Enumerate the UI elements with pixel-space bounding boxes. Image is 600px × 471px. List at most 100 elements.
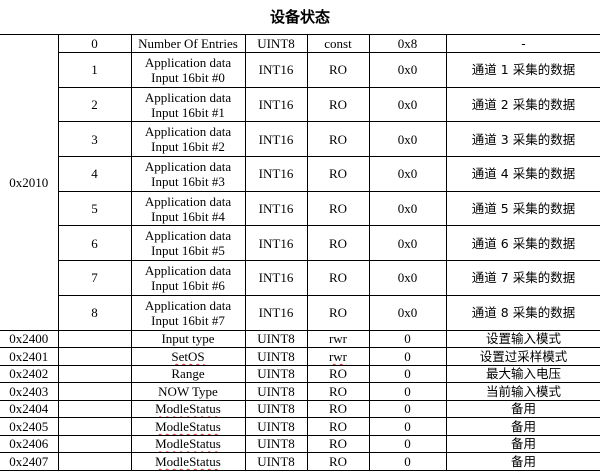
table-row: 7 Application data Input 16bit #6 INT16 RO 0x…: [0, 260, 600, 296]
name-line: Input 16bit #2: [151, 139, 225, 155]
name-line: Number Of Entries: [138, 36, 238, 51]
index-cell: 0x2400: [0, 329, 59, 348]
name-cell: ModleStatus: [130, 417, 246, 436]
subindex-cell: 3: [57, 121, 132, 158]
default-cell: 0x0: [368, 156, 447, 192]
object-dictionary-table: 0x2010 0 Number Of Entries UINT8 const 0x8-1 A…: [0, 34, 600, 471]
subindex-cell: [57, 417, 132, 436]
access-text: RO: [328, 401, 348, 417]
subindex-cell: [57, 329, 132, 348]
description-cell: 通道 2 采集的数据: [445, 86, 600, 123]
index-cell: 0x2403: [0, 382, 59, 401]
description-cell: 通道 8 采集的数据: [445, 294, 600, 331]
name-line: Application data: [144, 89, 232, 105]
access-cell: rwr: [306, 329, 370, 348]
table-row: 0x2010 0 Number Of Entries UINT8 const 0x8-: [0, 34, 600, 331]
description-cell: 通道 1 采集的数据: [445, 52, 600, 88]
name-text: ModleStatus: [155, 401, 221, 417]
subindex-cell: 7: [57, 260, 132, 296]
description-cell: 通道 6 采集的数据: [445, 225, 600, 262]
access-cell: RO: [306, 399, 370, 418]
type-cell: UINT8: [244, 347, 308, 366]
access-text: RO: [328, 436, 348, 452]
table-row: 0x2406 ModleStatus UINT8 RO 0 备用: [0, 434, 600, 453]
name-cell: Application data Input 16bit #6: [130, 260, 246, 296]
access-cell: rwr: [306, 347, 370, 366]
name-cell: Input type: [130, 329, 246, 348]
name-line: Application data: [144, 158, 232, 174]
subindex-cell: 2: [57, 86, 132, 123]
name-line: Input 16bit #7: [151, 312, 225, 328]
name-text: Input type: [161, 331, 215, 347]
type-cell: UINT8: [244, 399, 308, 418]
access-cell: RO: [306, 52, 370, 88]
name-cell: Application data Input 16bit #0: [130, 52, 246, 88]
name-cell: Application data Input 16bit #3: [130, 156, 246, 192]
type-cell: UINT8: [244, 434, 308, 453]
name-line: Input 16bit #5: [151, 243, 225, 259]
access-text: rwr: [328, 331, 348, 347]
index-cell: 0x2407: [0, 452, 59, 471]
access-cell: RO: [306, 434, 370, 453]
type-cell: INT16: [244, 225, 308, 262]
table-row: 5 Application data Input 16bit #4 INT16 RO 0x…: [0, 190, 600, 227]
type-cell: INT16: [244, 260, 308, 296]
subindex-cell: 1: [57, 52, 132, 88]
name-cell: ModleStatus: [130, 452, 246, 471]
type-cell: UINT8: [244, 364, 308, 383]
access-cell: RO: [306, 382, 370, 401]
table-row: 0x2405 ModleStatus UINT8 RO 0 备用: [0, 417, 600, 436]
subindex-cell: [57, 347, 132, 366]
name-cell: Application data Input 16bit #4: [130, 190, 246, 227]
default-cell: 0x0: [368, 52, 447, 88]
name-cell: Application data Input 16bit #1: [130, 86, 246, 123]
access-cell: RO: [306, 86, 370, 123]
type-cell: UINT8: [244, 382, 308, 401]
name-cell: Application data Input 16bit #2: [130, 121, 246, 158]
description-cell: -: [445, 34, 600, 53]
table-row: 0x2400 Input type UINT8 rwr 0 设置输入模式: [0, 329, 600, 348]
access-text: RO: [328, 366, 348, 382]
default-cell: 0: [368, 452, 447, 471]
access-cell: RO: [306, 225, 370, 262]
default-cell: 0x0: [368, 260, 447, 296]
access-cell: RO: [306, 121, 370, 158]
name-cell: NOW Type: [130, 382, 246, 401]
name-text: SetOS: [171, 348, 205, 364]
table-row: 0x2404 ModleStatus UINT8 RO 0 备用: [0, 399, 600, 418]
subindex-cell: 4: [57, 156, 132, 192]
default-cell: 0: [368, 364, 447, 383]
type-cell: UINT8: [244, 417, 308, 436]
access-text: rwr: [328, 348, 348, 364]
description-cell: 通道 5 采集的数据: [445, 190, 600, 227]
name-cell: SetOS: [130, 347, 246, 366]
name-line: Application data: [144, 262, 232, 278]
name-cell: Range: [130, 364, 246, 383]
subindex-cell: 5: [57, 190, 132, 227]
default-cell: 0: [368, 347, 447, 366]
name-line: Input 16bit #3: [151, 173, 225, 189]
name-text: NOW Type: [158, 383, 218, 399]
index-cell: 0x2404: [0, 399, 59, 418]
default-cell: 0x0: [368, 121, 447, 158]
table-row: 3 Application data Input 16bit #2 INT16 RO 0x…: [0, 121, 600, 158]
default-cell: 0: [368, 382, 447, 401]
subindex-cell: [57, 382, 132, 401]
type-cell: INT16: [244, 190, 308, 227]
name-cell: ModleStatus: [130, 434, 246, 453]
name-line: Application data: [144, 124, 232, 140]
table-row: 2 Application data Input 16bit #1 INT16 RO 0x…: [0, 86, 600, 123]
default-cell: 0: [368, 434, 447, 453]
access-cell: RO: [306, 364, 370, 383]
subindex-cell: 6: [57, 225, 132, 262]
description-cell: 通道 3 采集的数据: [445, 121, 600, 158]
type-cell: UINT8: [244, 329, 308, 348]
description-cell: 设置过采样模式: [445, 347, 600, 366]
table-row: 0x2407 ModleStatus UINT8 RO 0 备用: [0, 452, 600, 471]
table-row: 1 Application data Input 16bit #0 INT16 RO 0x…: [0, 52, 600, 88]
name-line: Input 16bit #0: [151, 69, 225, 85]
access-cell: RO: [306, 260, 370, 296]
description-cell: 备用: [445, 417, 600, 436]
name-cell: ModleStatus: [130, 399, 246, 418]
index-cell: 0x2402: [0, 364, 59, 383]
